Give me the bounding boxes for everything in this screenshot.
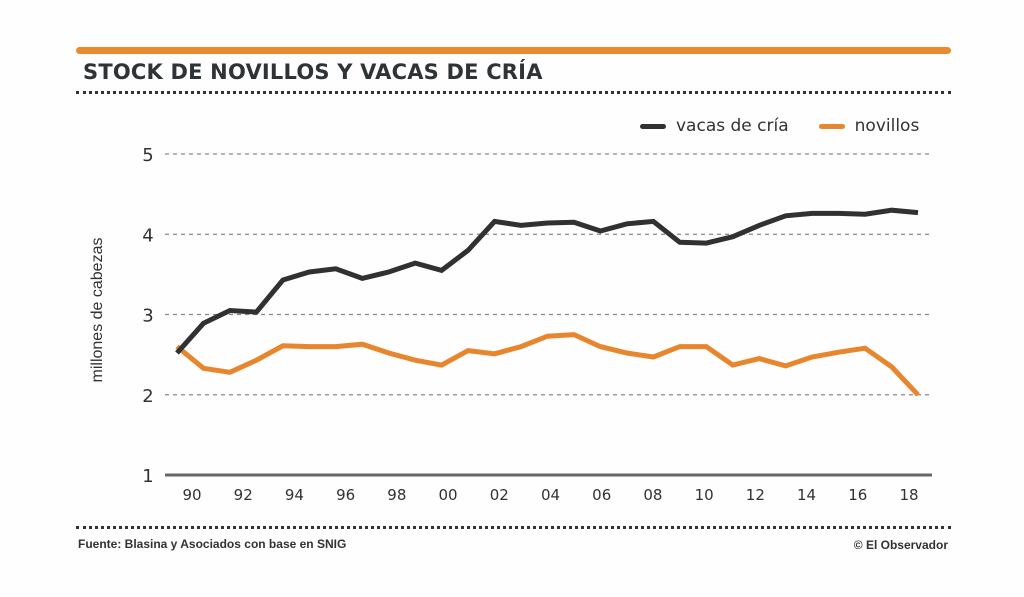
title-divider xyxy=(76,91,951,94)
x-tick-label: 98 xyxy=(387,486,406,504)
copyright-credit: © El Observador xyxy=(853,538,948,552)
y-tick-label: 5 xyxy=(142,145,153,166)
x-tick-label: 08 xyxy=(643,486,662,504)
x-tick-label: 94 xyxy=(285,486,304,504)
x-tick-label: 90 xyxy=(182,486,201,504)
legend: vacas de cría novillos xyxy=(640,116,949,136)
x-tick-label: 04 xyxy=(541,486,560,504)
x-tick-label: 00 xyxy=(439,486,458,504)
y-tick-label: 2 xyxy=(142,386,153,407)
x-tick-label: 18 xyxy=(899,486,918,504)
x-tick-label: 14 xyxy=(797,486,816,504)
footer-divider xyxy=(76,526,951,529)
x-tick-label: 10 xyxy=(695,486,714,504)
x-tick-label: 12 xyxy=(746,486,765,504)
legend-label-novillos: novillos xyxy=(854,116,920,136)
source-note: Fuente: Blasina y Asociados con base en … xyxy=(78,537,347,551)
legend-item-novillos: novillos xyxy=(818,116,920,136)
chart-title: STOCK DE NOVILLOS Y VACAS DE CRÍA xyxy=(83,60,543,84)
x-tick-label: 96 xyxy=(336,486,355,504)
series-line-novillos xyxy=(175,332,920,397)
x-tick-label: 92 xyxy=(234,486,253,504)
series-line-vacas-de-cria xyxy=(175,207,919,355)
accent-bar xyxy=(76,47,951,54)
legend-swatch-vacas xyxy=(640,123,666,129)
x-tick-label: 06 xyxy=(592,486,611,504)
y-tick-label: 3 xyxy=(142,306,153,327)
legend-label-vacas: vacas de cría xyxy=(676,116,789,136)
x-tick-label: 02 xyxy=(490,486,509,504)
y-tick-label: 4 xyxy=(142,225,153,246)
x-tick-label: 16 xyxy=(848,486,867,504)
legend-item-vacas: vacas de cría xyxy=(640,116,789,136)
legend-swatch-novillos xyxy=(818,123,845,129)
y-tick-label: 1 xyxy=(142,466,153,487)
